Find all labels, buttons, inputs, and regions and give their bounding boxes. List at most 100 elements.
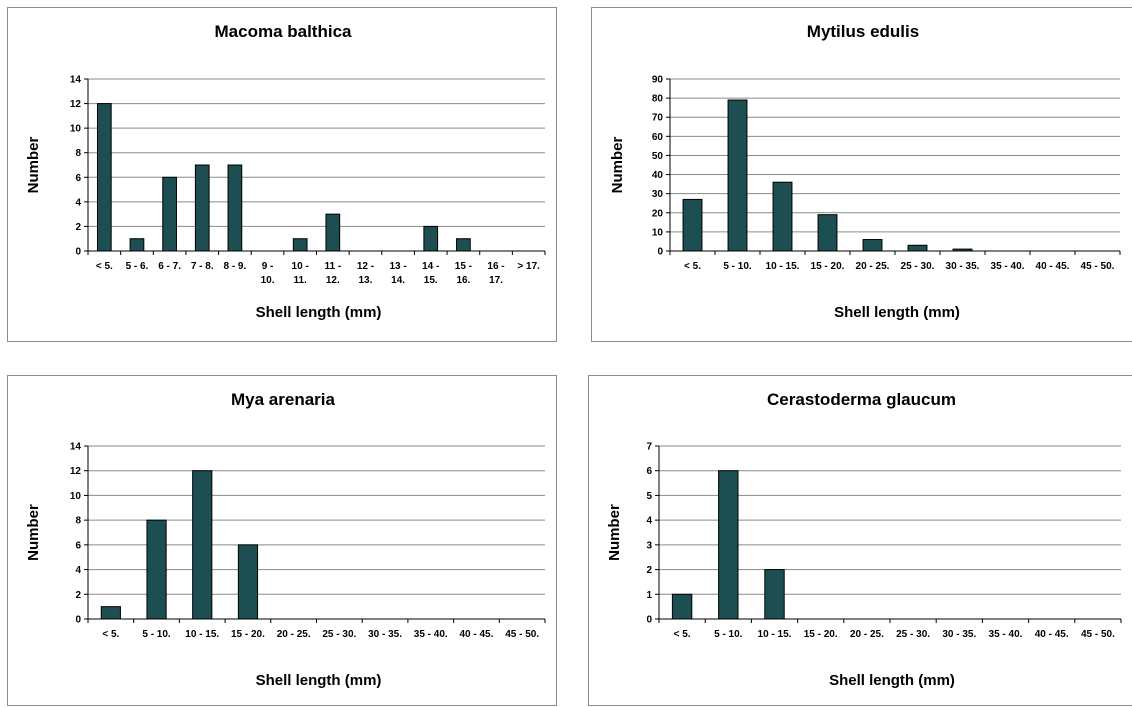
chart-panel-mya-arenaria: Mya arenaria 0 2 4 6 8 10 12 14 < 5. 5 - 10. 10 - 1… — [7, 375, 557, 706]
chart-cerastoderma-glaucum: Cerastoderma glaucum 0 1 2 3 4 5 6 7 < 5. 5 - 10. 1… — [606, 390, 1122, 689]
x-tick-label: 45 - 50. — [1081, 261, 1115, 272]
y-axis-label: Number — [609, 137, 626, 194]
x-tick-label: 13 - 14. — [389, 261, 406, 286]
x-tick-label: 7 - 8. — [191, 261, 214, 272]
y-tick-label: 40 — [652, 170, 664, 181]
y-axis-label: Number — [25, 504, 42, 561]
x-tick-label: 16 - 17. — [487, 261, 504, 286]
y-tick-label: 4 — [646, 516, 652, 527]
x-tick-label-line: 12. — [326, 275, 340, 286]
x-tick-label-line: 13. — [359, 275, 373, 286]
x-axis-label: Shell length (mm) — [834, 304, 960, 321]
x-tick-label: < 5. — [96, 261, 113, 272]
chart-title: Macoma balthica — [215, 22, 353, 41]
x-tick-label: 30 - 35. — [942, 629, 976, 640]
x-tick-label-line: 13 - — [389, 261, 406, 272]
x-tick-label: 40 - 45. — [1036, 261, 1070, 272]
y-tick-label: 80 — [652, 94, 664, 105]
y-tick-label: 30 — [652, 189, 664, 200]
y-tick-label: 2 — [75, 590, 81, 601]
y-tick-label: 2 — [646, 565, 652, 576]
bar — [162, 176, 177, 252]
bar — [952, 248, 973, 252]
bar — [146, 519, 167, 620]
y-tick-label: 1 — [646, 590, 652, 601]
x-axis-label: Shell length (mm) — [256, 304, 382, 321]
bar — [227, 164, 243, 252]
y-tick-label: 8 — [75, 516, 81, 527]
y-tick-label: 5 — [646, 491, 652, 502]
chart-title: Mytilus edulis — [807, 22, 919, 41]
bar — [817, 214, 838, 252]
x-tick-label: 5 - 10. — [723, 261, 752, 272]
x-tick-label: 10 - 15. — [758, 629, 792, 640]
y-axis-label: Number — [606, 504, 623, 561]
y-tick-label: 3 — [646, 540, 652, 551]
chart-panel-macoma-balthica: Macoma balthica 0 2 4 6 8 10 12 14 < 5. 5 - 6. 6 - … — [7, 7, 557, 342]
y-tick-label: 12 — [70, 99, 82, 110]
x-tick-label-line: 10. — [261, 275, 275, 286]
x-tick-label: 12 - 13. — [357, 261, 374, 286]
y-tick-label: 8 — [75, 148, 81, 159]
x-tick-label-line: 10 - — [292, 261, 309, 272]
x-tick-label: 25 - 30. — [322, 629, 356, 640]
y-tick-label: 6 — [75, 540, 81, 551]
y-axis-label: Number — [25, 137, 42, 194]
bar — [237, 544, 259, 620]
x-tick-label-line: 16. — [456, 275, 470, 286]
x-tick-label: 20 - 25. — [850, 629, 884, 640]
bar — [100, 606, 121, 620]
bar — [907, 244, 928, 252]
x-axis-label: Shell length (mm) — [256, 672, 382, 689]
x-tick-label: 15 - 20. — [231, 629, 265, 640]
x-tick-label: 5 - 6. — [126, 261, 149, 272]
x-tick-label: 6 - 7. — [158, 261, 181, 272]
x-tick-label: 35 - 40. — [989, 629, 1023, 640]
x-tick-label-line: 11 - — [324, 261, 341, 272]
x-tick-label: 10 - 15. — [185, 629, 219, 640]
y-tick-label: 20 — [652, 208, 664, 219]
bar — [764, 569, 785, 620]
x-tick-label: 40 - 45. — [1035, 629, 1069, 640]
bar — [194, 164, 210, 252]
y-tick-label: 14 — [70, 442, 82, 453]
x-tick-label-line: 15 - — [455, 261, 472, 272]
x-tick-label-line: 9 - — [262, 261, 274, 272]
y-tick-label: 0 — [75, 247, 81, 258]
y-tick-label: 4 — [75, 197, 81, 208]
x-tick-label: 10 - 15. — [766, 261, 800, 272]
bar — [772, 181, 793, 252]
x-tick-label: 11 - 12. — [324, 261, 341, 286]
y-tick-label: 90 — [652, 75, 664, 86]
x-tick-label: 20 - 25. — [277, 629, 311, 640]
y-tick-label: 2 — [75, 222, 81, 233]
y-tick-label: 10 — [70, 491, 82, 502]
chart-mytilus-edulis: Mytilus edulis 0 10 20 30 40 50 60 70 80 90 < 5. 5 -… — [609, 22, 1121, 321]
chart-title: Mya arenaria — [231, 390, 335, 409]
x-tick-label: 5 - 10. — [714, 629, 743, 640]
x-tick-label: 25 - 30. — [901, 261, 935, 272]
y-tick-label: 60 — [652, 132, 664, 143]
x-tick-label-line: 12 - — [357, 261, 374, 272]
x-tick-label: 30 - 35. — [946, 261, 980, 272]
bar — [129, 238, 145, 252]
bar — [671, 593, 693, 620]
x-tick-label: 20 - 25. — [856, 261, 890, 272]
bar — [192, 470, 213, 620]
x-tick-label: 45 - 50. — [1081, 629, 1115, 640]
x-axis-label: Shell length (mm) — [829, 672, 955, 689]
bar — [682, 198, 703, 252]
x-tick-label: 15 - 16. — [455, 261, 472, 286]
bar — [96, 103, 112, 252]
y-tick-label: 6 — [646, 466, 652, 477]
y-tick-label: 14 — [70, 75, 82, 86]
x-tick-label: 15 - 20. — [811, 261, 845, 272]
y-tick-label: 10 — [70, 124, 82, 135]
y-tick-label: 7 — [646, 442, 652, 453]
x-tick-label-line: 16 - — [487, 261, 504, 272]
bar — [292, 238, 308, 252]
x-tick-label-line: 17. — [489, 275, 503, 286]
x-tick-label: 10 - 11. — [292, 261, 309, 286]
y-tick-label: 0 — [646, 615, 652, 626]
x-tick-label: < 5. — [674, 629, 691, 640]
